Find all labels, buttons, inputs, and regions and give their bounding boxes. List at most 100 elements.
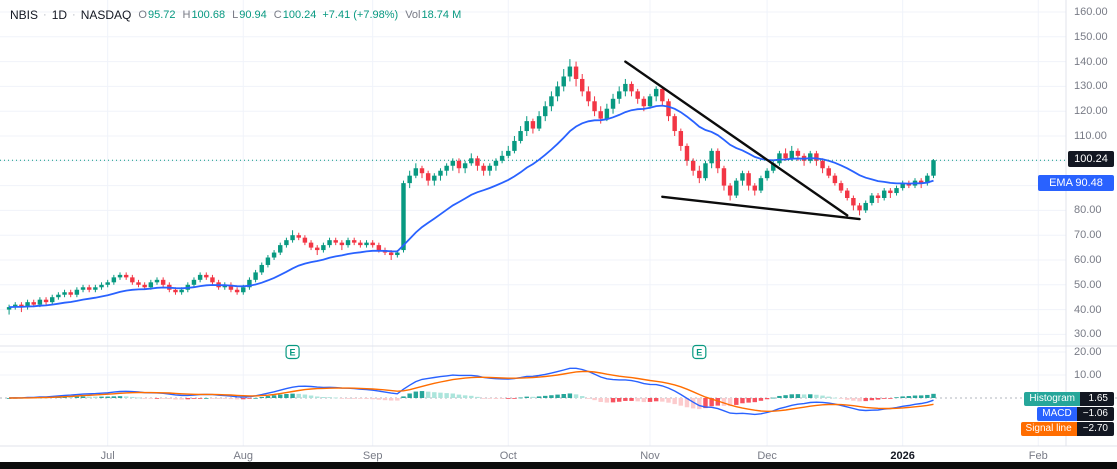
macd-histogram-bar <box>99 396 104 398</box>
macd-histogram-bar <box>881 398 887 399</box>
candle-body <box>543 106 548 117</box>
candle-body <box>863 202 868 211</box>
macd-histogram-bar <box>345 398 351 399</box>
candle-body <box>709 150 714 164</box>
macd-histogram-bar <box>795 394 801 398</box>
macd-histogram-bar <box>321 397 326 398</box>
candle-body <box>111 277 117 283</box>
earnings-icon[interactable] <box>285 344 300 360</box>
macd-histogram-bar <box>74 396 80 398</box>
change-value: +7.41 (+7.98%) <box>322 9 399 21</box>
macd-histogram-bar <box>764 398 770 400</box>
macd-histogram-bar <box>247 398 252 399</box>
candle-body <box>653 88 659 97</box>
macd-histogram-bar <box>647 398 653 402</box>
candle-body <box>703 163 708 179</box>
candle-body <box>345 240 351 246</box>
macd-histogram-bar <box>462 395 468 398</box>
macd-histogram-bar <box>851 398 856 401</box>
macd-histogram-bar <box>278 394 283 398</box>
candle-body <box>573 66 579 79</box>
macd-histogram-bar <box>228 398 234 400</box>
candle-body <box>481 165 486 171</box>
trendline[interactable] <box>624 60 849 217</box>
macd-histogram-bar <box>684 398 690 408</box>
macd-histogram-bar <box>487 398 492 399</box>
candle-body <box>25 302 30 308</box>
candle-body <box>247 279 252 288</box>
indicator-badge-value: 1.65 <box>1080 392 1114 406</box>
candle-body <box>580 78 585 92</box>
macd-histogram-bar <box>610 398 616 403</box>
candle-body <box>931 160 936 176</box>
candle-body <box>315 247 320 251</box>
candle-body <box>758 178 764 191</box>
candle-body <box>475 158 480 166</box>
macd-histogram-bar <box>123 396 129 398</box>
macd-histogram-bar <box>86 396 92 398</box>
candle-body <box>450 160 456 166</box>
ema-badge-value: 90.48 <box>1075 177 1103 190</box>
candle-body <box>19 304 24 308</box>
macd-histogram-bar <box>407 393 412 398</box>
candle-body <box>925 175 930 184</box>
candle-body <box>327 240 332 246</box>
macd-histogram-bar <box>721 398 727 406</box>
macd-histogram-bar <box>432 392 437 398</box>
macd-histogram-bar <box>573 394 579 398</box>
macd-histogram-bar <box>136 397 141 399</box>
candle-body <box>302 237 308 243</box>
candle-body <box>425 173 431 181</box>
macd-histogram-bar <box>167 398 172 400</box>
earnings-icon[interactable] <box>692 344 707 360</box>
candle-body <box>117 274 123 278</box>
candle-body <box>308 242 314 248</box>
macd-histogram-bar <box>771 397 776 399</box>
candle-body <box>228 284 234 290</box>
candle-body <box>253 272 258 280</box>
ema-badge-label: EMA <box>1049 177 1073 190</box>
indicator-badge-label: Histogram <box>1024 392 1080 406</box>
candle-body <box>265 257 271 265</box>
last-price-badge-value: 100.24 <box>1074 153 1108 166</box>
candle-body <box>727 185 733 196</box>
candle-body <box>684 145 690 161</box>
macd-histogram-bar <box>666 398 671 403</box>
candle-body <box>321 245 326 251</box>
macd-histogram-bar <box>142 398 147 399</box>
candle-body <box>555 86 560 97</box>
macd-histogram-bar <box>869 398 875 401</box>
macd-histogram-bar <box>364 398 369 399</box>
macd-histogram-bar <box>783 395 788 398</box>
macd-histogram-bar <box>530 396 536 398</box>
candle-body <box>105 282 110 285</box>
macd-histogram-bar <box>512 398 517 399</box>
macd-histogram-bar <box>518 397 523 399</box>
macd-histogram-bar <box>438 392 443 398</box>
candle-body <box>530 121 536 129</box>
candle-body <box>869 195 875 203</box>
macd-histogram-bar <box>284 394 289 398</box>
symbol-legend[interactable]: NBIS · 1D · NASDAQ O 95.72 H 100.68 L 90… <box>10 8 461 22</box>
candle-body <box>666 101 671 117</box>
macd-histogram-bar <box>845 398 850 400</box>
macd-histogram-bar <box>370 398 375 400</box>
candle-body <box>93 287 98 290</box>
candle-body <box>660 88 665 102</box>
low-value: 90.94 <box>239 9 267 21</box>
macd-histogram-bar <box>814 394 819 398</box>
trendline[interactable] <box>661 195 861 221</box>
candle-body <box>130 277 135 283</box>
candle-body <box>610 98 616 109</box>
timeframe-label[interactable]: 1D <box>51 8 68 22</box>
macd-histogram-bar <box>271 395 277 398</box>
macd-histogram-bar <box>555 394 560 398</box>
candle-body <box>37 299 43 305</box>
macd-histogram-bar <box>327 397 332 398</box>
volume-label: Vol <box>405 9 421 21</box>
macd-histogram-bar <box>469 395 474 398</box>
candle-body <box>647 96 653 107</box>
